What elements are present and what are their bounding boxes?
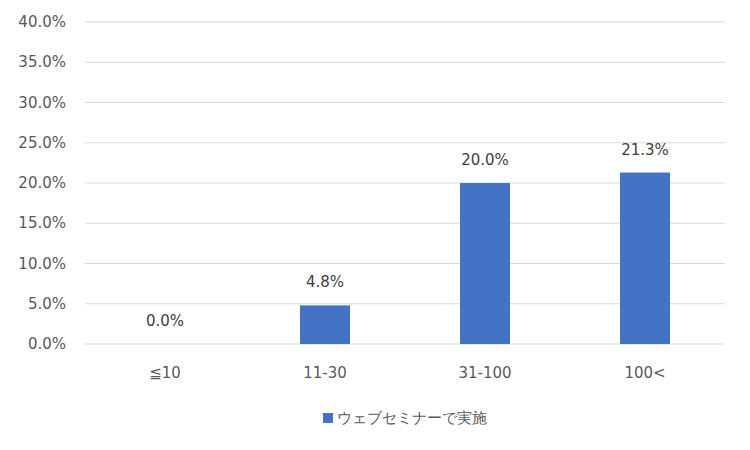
grid-line <box>85 102 725 103</box>
y-axis: 0.0% 5.0% 10.0% 15.0% 20.0% 25.0% 30.0% 35.0% 40… <box>18 13 725 353</box>
y-tick-label: 20.0% <box>18 174 66 192</box>
data-label: 21.3% <box>621 141 669 159</box>
y-tick-label: 15.0% <box>18 214 66 232</box>
bar <box>620 173 670 344</box>
bar <box>460 183 510 344</box>
x-tick-label: 100< <box>624 364 665 382</box>
y-tick-label: 0.0% <box>28 335 66 353</box>
y-tick-label: 35.0% <box>18 53 66 71</box>
chart-svg: 0.0% 5.0% 10.0% 15.0% 20.0% 25.0% 30.0% 35.0% 40… <box>0 0 750 450</box>
y-tick-label: 25.0% <box>18 134 66 152</box>
legend-label: ウェブセミナーで実施 <box>337 409 487 427</box>
x-tick-label: 31-100 <box>458 364 511 382</box>
y-tick-label: 5.0% <box>28 295 66 313</box>
x-tick-label: 11-30 <box>303 364 347 382</box>
bar <box>300 305 350 344</box>
legend-swatch <box>323 413 333 423</box>
data-label: 20.0% <box>461 151 509 169</box>
legend: ウェブセミナーで実施 <box>323 409 487 427</box>
bar <box>140 344 190 345</box>
bars <box>300 173 670 344</box>
y-tick-label: 10.0% <box>18 255 66 273</box>
y-tick-label: 30.0% <box>18 94 66 112</box>
y-tick-label: 40.0% <box>18 13 66 31</box>
data-label: 0.0% <box>146 312 184 330</box>
data-labels: 0.0% 4.8% 20.0% 21.3% <box>146 141 669 330</box>
chart-container: 0.0% 5.0% 10.0% 15.0% 20.0% 25.0% 30.0% 35.0% 40… <box>0 0 750 450</box>
x-axis: ≦10 11-30 31-100 100< <box>149 364 665 382</box>
grid-line <box>85 62 725 63</box>
data-label: 4.8% <box>306 273 344 291</box>
x-tick-label: ≦10 <box>149 364 181 382</box>
grid-line <box>85 22 725 23</box>
